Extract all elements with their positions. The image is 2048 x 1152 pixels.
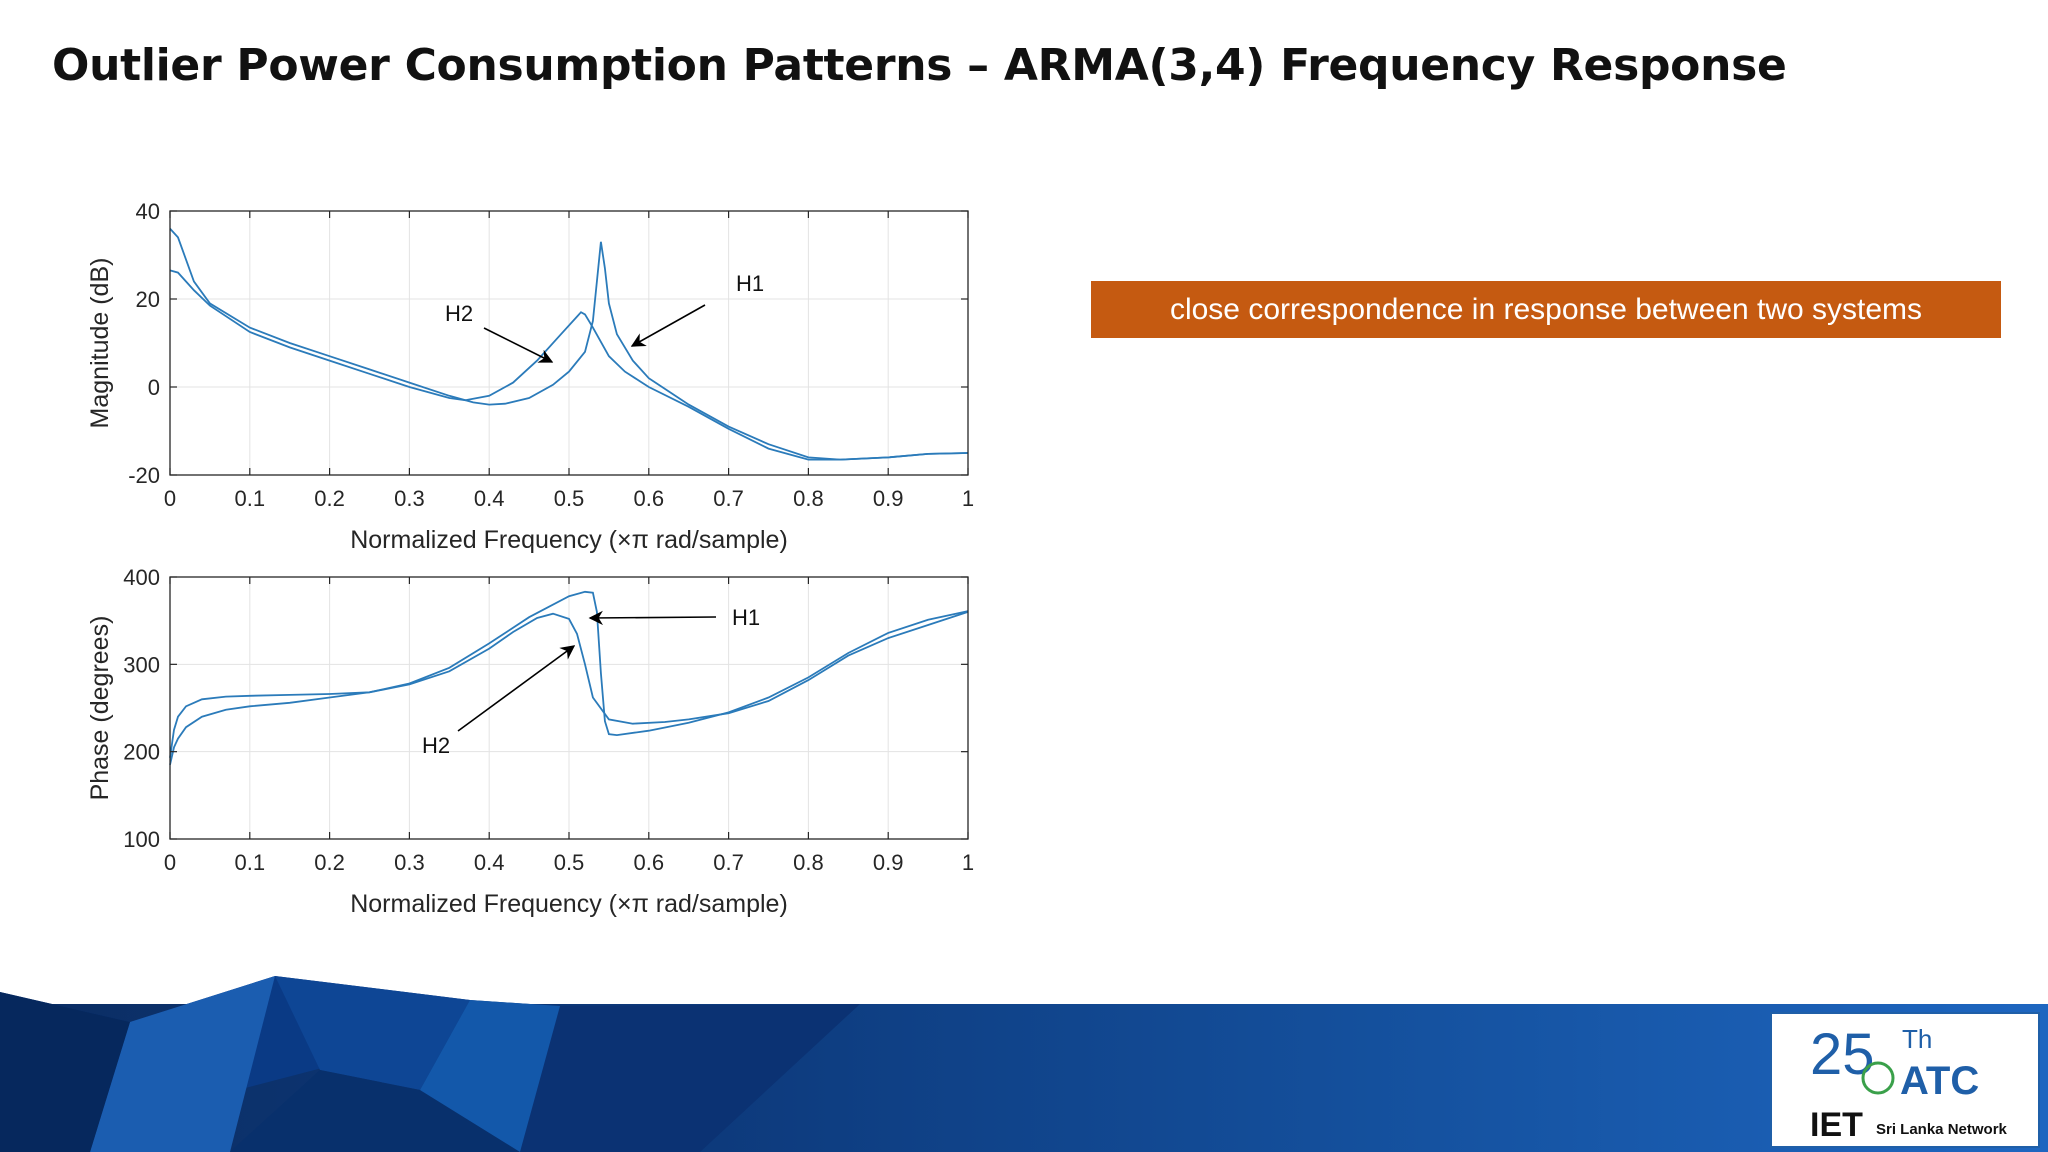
y-tick-label: 300 [123,652,160,677]
y-axis-label: Phase (degrees) [86,616,114,801]
x-tick-label: 0.8 [793,850,824,875]
logo-network: Sri Lanka Network [1876,1121,2008,1138]
y-tick-label: -20 [128,463,160,488]
footer-facet [520,1004,860,1152]
annotation-label: H1 [736,271,764,296]
x-tick-label: 0.7 [713,486,744,511]
y-axis-label: Magnitude (dB) [86,258,114,429]
x-tick-label: 0.2 [314,850,345,875]
x-tick-label: 0.4 [474,486,505,511]
x-axis-label: Normalized Frequency (×π rad/sample) [350,890,788,918]
logo-box: 25 Th ATC IET Sri Lanka Network [1770,1012,2040,1148]
y-tick-label: 40 [136,199,160,224]
annotation-arrow [483,327,554,363]
series-line-2 [169,611,969,758]
logo-number: 25 [1810,1022,1875,1087]
globe-icon [1861,1061,1895,1095]
annotation-label: H1 [732,605,760,630]
x-tick-label: 0.4 [474,850,505,875]
series-line-2 [169,269,969,461]
x-tick-label: 0.9 [873,486,904,511]
x-tick-label: 0.2 [314,486,345,511]
x-tick-label: 0.8 [793,486,824,511]
footer-banner [0,976,2048,1152]
series-line-1 [169,227,969,461]
x-tick-label: 0.1 [235,850,266,875]
callout-box: close correspondence in response between… [1091,281,2001,338]
y-tick-label: 20 [136,287,160,312]
logo-superscript: Th [1902,1024,1932,1054]
logo-name: ATC [1900,1059,1979,1103]
x-tick-label: 0.6 [634,850,665,875]
footer-facet [0,992,130,1152]
series-line-1 [169,590,969,766]
footer-facet [275,976,470,1090]
y-tick-label: 400 [123,565,160,590]
x-tick-label: 0.7 [713,850,744,875]
annotation-arrow [630,304,706,347]
annotation-arrow [588,610,717,626]
y-tick-label: 200 [123,740,160,765]
x-tick-label: 1 [962,486,974,511]
annotation-arrow [457,645,576,732]
footer-facet [230,1070,520,1152]
x-tick-label: 0.9 [873,850,904,875]
chart-panel-2: 0 0.1 0.2 0.3 0.4 0.5 0.6 0.7 0.8 0.9 1 100 200 300 40… [86,565,974,918]
slide-title: Outlier Power Consumption Patterns – ARM… [52,40,1787,91]
x-tick-label: 1 [962,850,974,875]
x-tick-label: 0 [164,486,176,511]
atc-logo: 25 Th ATC IET Sri Lanka Network [1810,1022,2008,1144]
logo-org: IET [1810,1106,1863,1144]
x-tick-label: 0 [164,850,176,875]
x-tick-label: 0.1 [235,486,266,511]
footer-facet [90,976,275,1152]
x-tick-label: 0.6 [634,486,665,511]
x-tick-label: 0.5 [554,850,585,875]
annotation-label: H2 [422,733,450,758]
x-tick-label: 0.3 [394,850,425,875]
y-tick-label: 0 [148,375,160,400]
callout-text: close correspondence in response between… [1169,292,1923,326]
x-tick-label: 0.3 [394,486,425,511]
x-tick-label: 0.5 [554,486,585,511]
annotation-label: H2 [445,301,473,326]
chart-panel-1: 0 0.1 0.2 0.3 0.4 0.5 0.6 0.7 0.8 0.9 1-2002040Nor… [86,199,974,554]
y-tick-label: 100 [123,827,160,852]
x-axis-label: Normalized Frequency (×π rad/sample) [350,526,788,554]
